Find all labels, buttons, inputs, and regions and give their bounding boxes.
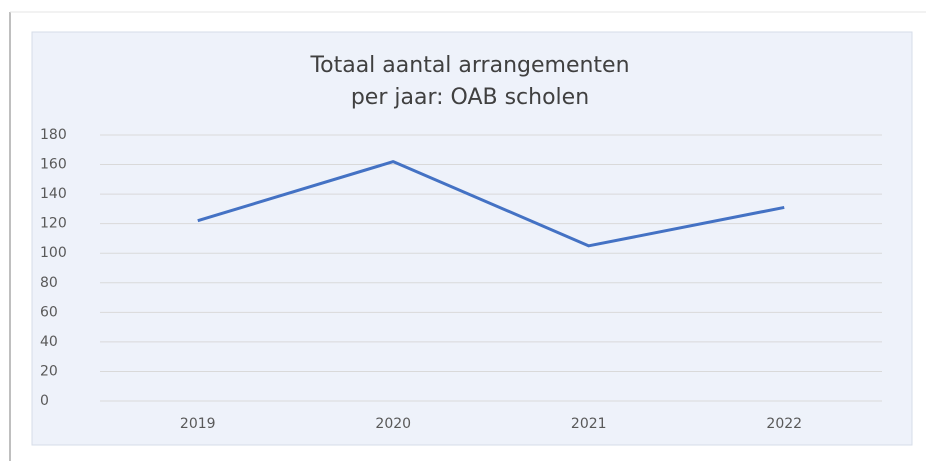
x-tick-label: 2022 [766, 416, 802, 432]
plot: 0 20 40 60 80 100 120 140 160 180 2019 2020 2021 2022 [40, 127, 882, 432]
y-tick-label: 100 [40, 245, 67, 261]
data-line [197, 160, 785, 248]
y-tick-label: 40 [40, 334, 58, 350]
y-tick-label: 160 [40, 157, 67, 173]
x-tick-label: 2021 [571, 416, 607, 432]
y-tick-label: 0 [40, 393, 49, 409]
chart-area [31, 31, 913, 446]
y-tick-label: 20 [40, 363, 58, 379]
y-tick-label: 140 [40, 186, 67, 202]
x-tick-label: 2019 [180, 416, 216, 432]
chart-title: per jaar: OAB scholen [351, 85, 589, 110]
chart-title: Totaal aantal arrangementen [309, 53, 629, 78]
y-tick-label: 180 [40, 127, 67, 143]
y-tick-label: 60 [40, 304, 58, 320]
x-tick-label: 2020 [375, 416, 411, 432]
y-tick-label: 120 [40, 216, 67, 232]
y-tick-label: 80 [40, 275, 58, 291]
